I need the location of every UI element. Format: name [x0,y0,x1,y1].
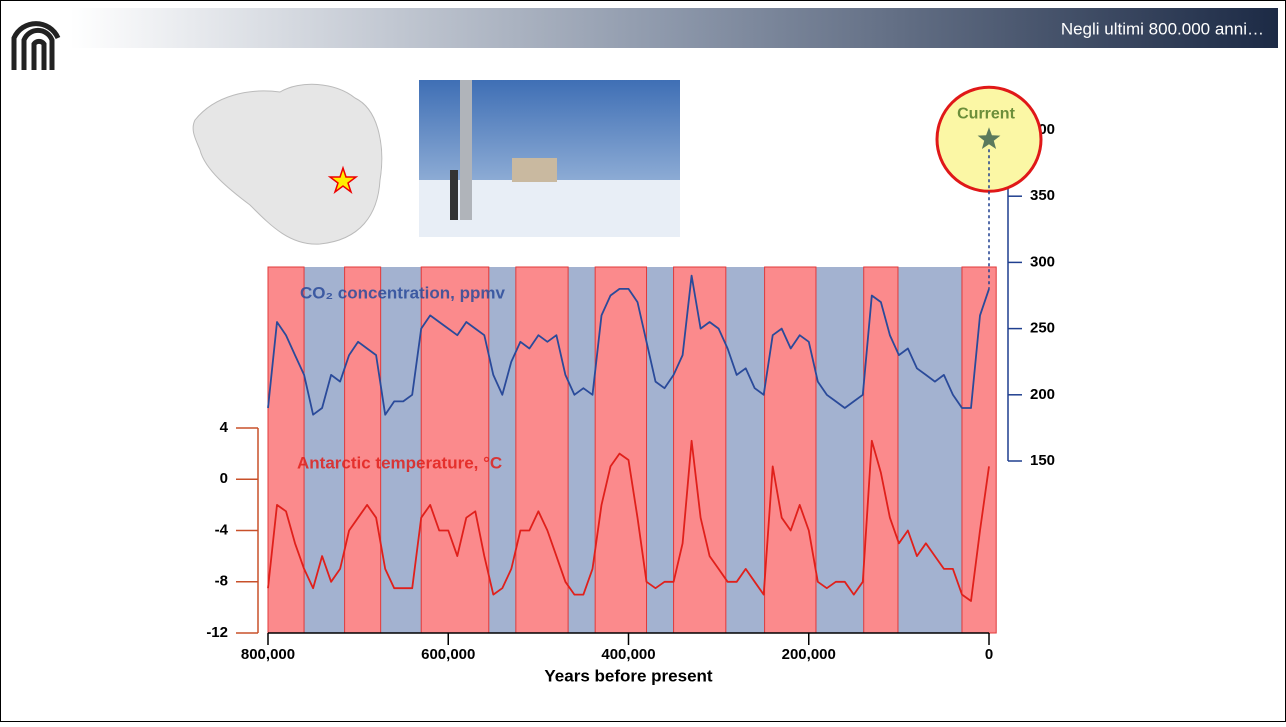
x-tick-label: 400,000 [601,646,655,663]
y-tick-label: 0 [220,470,228,487]
header-title: Negli ultimi 800.000 anni… [1061,19,1264,38]
y2-tick-label: 200 [1030,386,1055,403]
y-tick-label: -12 [206,624,228,641]
x-tick-label: 600,000 [421,646,475,663]
y2-tick-label: 300 [1030,253,1055,270]
y2-tick-label: 350 [1030,187,1055,204]
logo [11,21,61,70]
y2-tick-label: 250 [1030,320,1055,337]
ice-core-photo [419,80,680,237]
x-tick-label: 0 [985,646,993,663]
shaded-period [594,266,648,634]
series-label: Antarctic temperature, °C [297,453,502,472]
y-tick-label: -8 [215,573,228,590]
series-line [267,274,990,416]
y2-tick-label: 150 [1030,452,1055,469]
shaded-period [764,266,817,634]
y-tick-label: 4 [220,419,229,436]
shaded-period [267,266,305,634]
series-label: CO₂ concentration, ppmv [300,283,506,302]
shaded-period [515,266,569,634]
shaded-period [344,266,382,634]
x-tick-label: 800,000 [241,646,295,663]
series-line [267,439,990,602]
header-bar [70,8,1278,48]
current-marker [977,127,1001,149]
y-tick-label: -4 [215,521,229,538]
annotation-label: Current [957,105,1015,122]
antarctica-map [192,83,383,245]
x-tick-label: 200,000 [782,646,836,663]
x-axis-title: Years before present [544,666,713,685]
shaded-period [420,266,490,634]
